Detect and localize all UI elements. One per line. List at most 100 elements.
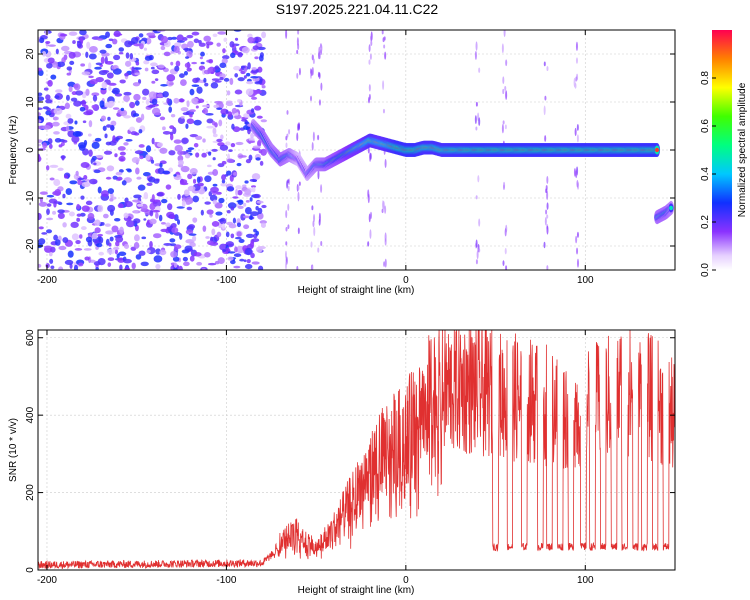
noise-streak: [370, 40, 373, 46]
noise-speckle: [69, 60, 75, 66]
noise-speckle: [131, 66, 135, 74]
noise-speckle: [123, 142, 129, 146]
noise-streak: [296, 132, 299, 142]
noise-speckle: [222, 48, 226, 54]
noise-speckle: [124, 40, 133, 48]
noise-speckle: [221, 223, 226, 230]
noise-speckle: [105, 176, 112, 180]
noise-speckle: [79, 106, 86, 112]
noise-speckle: [66, 72, 72, 76]
noise-speckle: [61, 155, 65, 161]
noise-speckle: [220, 182, 227, 187]
snr-ylabel: SNR (10 * v/v): [8, 418, 19, 482]
noise-speckle: [150, 159, 155, 164]
noise-speckle: [252, 145, 261, 149]
noise-speckle: [80, 226, 87, 231]
noise-speckle: [162, 91, 169, 98]
noise-speckle: [94, 227, 101, 234]
noise-speckle: [107, 82, 117, 86]
noise-streak: [285, 142, 288, 149]
noise-speckle: [199, 56, 203, 60]
noise-speckle: [84, 256, 90, 261]
noise-speckle: [156, 142, 164, 148]
noise-speckle: [134, 100, 140, 106]
noise-speckle: [230, 52, 236, 59]
noise-speckle: [168, 106, 173, 113]
noise-speckle: [135, 117, 143, 123]
noise-speckle: [143, 191, 149, 200]
noise-speckle: [219, 144, 229, 151]
noise-speckle: [225, 141, 231, 146]
noise-streak: [320, 82, 323, 91]
noise-speckle: [66, 202, 74, 206]
noise-speckle: [111, 89, 119, 94]
noise-speckle: [49, 177, 55, 181]
noise-streak: [367, 147, 370, 154]
noise-speckle: [123, 91, 132, 96]
noise-streak: [298, 67, 301, 76]
noise-speckle: [57, 209, 65, 214]
noise-speckle: [150, 66, 155, 70]
noise-streak: [285, 209, 288, 219]
noise-streak: [474, 115, 477, 125]
noise-streak: [285, 261, 288, 270]
noise-streak: [576, 179, 579, 188]
noise-speckle: [191, 61, 198, 65]
noise-speckle: [198, 42, 206, 47]
noise-streak: [502, 184, 505, 190]
noise-speckle: [151, 194, 155, 202]
noise-speckle: [134, 150, 144, 155]
noise-speckle: [38, 143, 42, 147]
noise-speckle: [139, 155, 144, 160]
noise-speckle: [186, 50, 193, 59]
noise-speckle: [227, 256, 234, 261]
noise-speckle: [257, 207, 263, 214]
noise-speckle: [163, 51, 171, 57]
noise-speckle: [226, 90, 231, 96]
noise-streak: [475, 101, 478, 107]
noise-speckle: [254, 105, 262, 111]
noise-speckle: [259, 160, 264, 166]
noise-streak: [503, 30, 506, 38]
noise-speckle: [107, 257, 115, 262]
noise-speckle: [159, 116, 166, 121]
noise-streak: [502, 120, 505, 125]
noise-speckle: [171, 36, 178, 40]
noise-speckle: [62, 237, 69, 243]
noise-speckle: [255, 246, 263, 253]
noise-speckle: [210, 82, 219, 89]
noise-speckle: [38, 125, 44, 130]
noise-speckle: [111, 65, 117, 70]
noise-speckle: [251, 186, 256, 193]
noise-speckle: [110, 120, 117, 127]
noise-speckle: [97, 233, 104, 237]
noise-streak: [477, 175, 480, 183]
x-tick-label: 100: [577, 275, 594, 286]
noise-speckle: [256, 200, 264, 204]
noise-speckle: [221, 58, 228, 64]
noise-speckle: [81, 181, 91, 188]
noise-speckle: [151, 209, 160, 213]
noise-speckle: [97, 38, 104, 41]
noise-speckle: [77, 177, 85, 181]
noise-speckle: [249, 178, 257, 182]
noise-speckle: [250, 132, 254, 139]
noise-speckle: [86, 41, 91, 49]
noise-speckle: [47, 57, 55, 64]
noise-speckle: [173, 97, 180, 104]
noise-speckle: [91, 104, 96, 109]
noise-speckle: [211, 220, 220, 227]
noise-speckle: [156, 192, 164, 197]
noise-speckle: [135, 254, 142, 260]
spectrogram-ylabel: Frequency (Hz): [8, 116, 19, 185]
noise-speckle: [65, 188, 73, 195]
y-tick-label: 0: [25, 567, 36, 573]
noise-speckle: [237, 189, 243, 196]
noise-speckle: [155, 211, 159, 219]
noise-speckle: [149, 240, 153, 249]
noise-speckle: [226, 158, 234, 163]
noise-speckle: [219, 243, 228, 251]
noise-speckle: [141, 37, 148, 42]
noise-speckle: [38, 96, 45, 102]
noise-speckle: [180, 79, 187, 86]
